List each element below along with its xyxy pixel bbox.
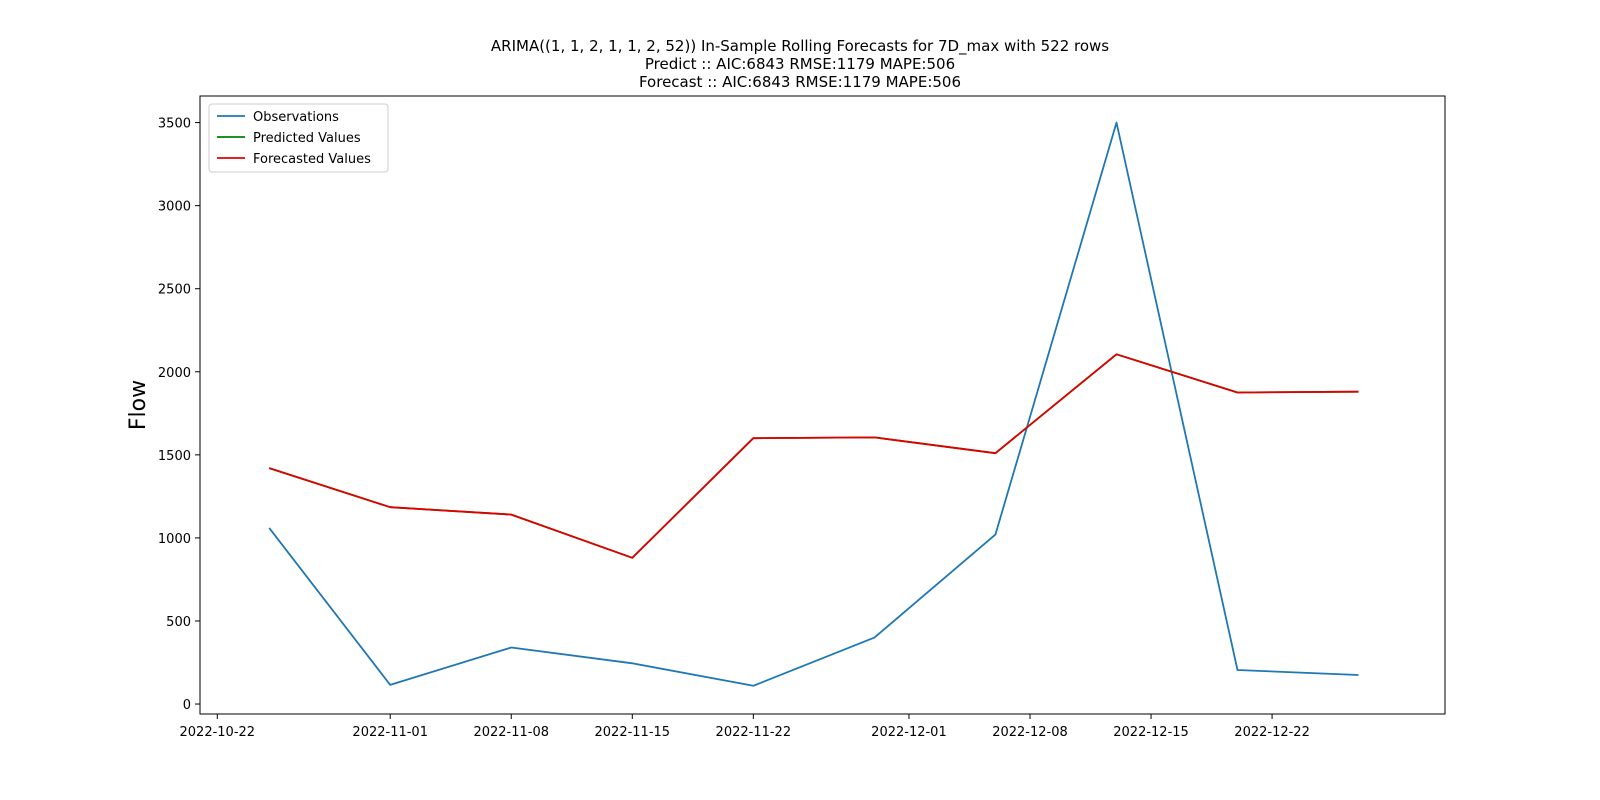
y-tick-label: 1500 <box>158 449 191 464</box>
x-tick-label: 2022-11-22 <box>716 725 792 740</box>
x-tick-label: 2022-12-15 <box>1113 725 1189 740</box>
chart-title: ARIMA((1, 1, 2, 1, 1, 2, 52)) In-Sample … <box>490 37 1110 55</box>
series-line-predicted-values <box>268 353 1359 559</box>
y-tick-label: 500 <box>166 615 191 630</box>
y-tick-label: 2000 <box>158 366 191 381</box>
x-tick-label: 2022-10-22 <box>180 725 256 740</box>
legend-entry: Predicted Values <box>253 131 361 146</box>
y-tick-label: 1000 <box>158 532 191 547</box>
y-tick-label: 3000 <box>158 200 191 215</box>
x-tick-label: 2022-11-08 <box>473 725 549 740</box>
x-tick-label: 2022-11-01 <box>352 725 428 740</box>
legend-box <box>208 103 389 173</box>
y-tick-label: 0 <box>183 698 191 713</box>
x-tick-label: 2022-12-22 <box>1234 725 1310 740</box>
series-line-forecasted-values <box>268 353 1359 559</box>
x-tick-label: 2022-11-15 <box>595 725 671 740</box>
legend-entry: Forecasted Values <box>253 152 371 167</box>
plot-area-frame <box>199 95 1446 715</box>
x-tick-label: 2022-12-01 <box>871 725 947 740</box>
y-tick-label: 3500 <box>158 117 191 132</box>
chart-subtitle-predict: Predict :: AIC:6843 RMSE:1179 MAPE:506 <box>644 55 956 73</box>
chart-subtitle-forecast: Forecast :: AIC:6843 RMSE:1179 MAPE:506 <box>638 73 962 91</box>
y-axis-label: Flow <box>126 380 151 430</box>
series-line-observations <box>268 121 1359 687</box>
y-tick-label: 2500 <box>158 283 191 298</box>
x-tick-label: 2022-12-08 <box>992 725 1068 740</box>
legend-entry: Observations <box>253 110 339 125</box>
